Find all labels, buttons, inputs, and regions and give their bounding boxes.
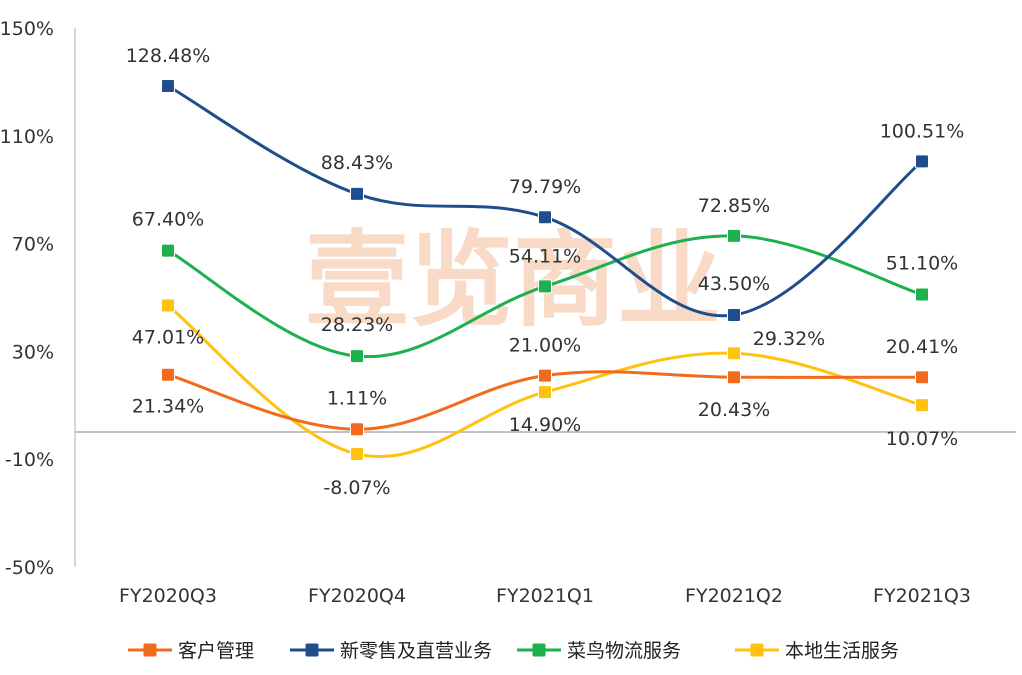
x-tick-label: FY2020Q4 <box>308 585 406 607</box>
series-marker <box>161 367 175 382</box>
series-marker <box>727 308 741 323</box>
legend-label: 客户管理 <box>178 640 254 662</box>
data-label: 79.79% <box>509 176 581 198</box>
data-label: 14.90% <box>509 414 581 436</box>
series-markers <box>161 78 929 461</box>
data-label: 54.11% <box>509 245 581 267</box>
data-label: 29.32% <box>753 328 825 350</box>
legend-label: 菜鸟物流服务 <box>567 640 681 662</box>
legend-marker <box>532 643 546 657</box>
x-tick-label: FY2021Q1 <box>496 585 594 607</box>
series-marker <box>538 279 552 294</box>
data-label: 21.00% <box>509 335 581 357</box>
series-marker <box>161 298 175 313</box>
data-label: 47.01% <box>132 327 204 349</box>
series-marker <box>538 368 552 383</box>
series-marker <box>350 186 364 201</box>
y-tick-label: -10% <box>5 449 54 471</box>
data-label: 21.34% <box>132 396 204 418</box>
series-marker <box>538 210 552 225</box>
series-marker <box>915 370 929 385</box>
data-label: 1.11% <box>327 387 387 409</box>
x-tick-label: FY2021Q2 <box>685 585 783 607</box>
series-marker <box>915 398 929 413</box>
y-tick-label: 110% <box>0 126 54 148</box>
data-label: 51.10% <box>886 253 958 275</box>
legend-label: 新零售及直营业务 <box>340 640 492 662</box>
y-tick-label: 70% <box>12 234 54 256</box>
x-tick-label: FY2020Q3 <box>119 585 217 607</box>
series-marker <box>538 385 552 400</box>
x-tick-label: FY2021Q3 <box>873 585 971 607</box>
data-label: 10.07% <box>886 428 958 450</box>
data-label: -8.07% <box>323 477 390 499</box>
legend-marker <box>750 643 764 657</box>
watermark: 壹览商业 <box>305 219 721 341</box>
data-label: 20.41% <box>886 336 958 358</box>
legend-marker <box>143 643 157 657</box>
series-marker <box>350 349 364 364</box>
series-marker <box>915 154 929 169</box>
data-label: 20.43% <box>698 399 770 421</box>
y-tick-label: 30% <box>12 341 54 363</box>
y-tick-label: 150% <box>0 18 54 40</box>
legend: 客户管理 新零售及直营业务 菜鸟物流服务 本地生活服务 <box>128 640 899 662</box>
series-marker <box>350 422 364 437</box>
series-marker <box>727 228 741 243</box>
series-marker <box>727 370 741 385</box>
data-label: 128.48% <box>126 45 211 67</box>
legend-label: 本地生活服务 <box>785 640 899 662</box>
data-label: 43.50% <box>698 273 770 295</box>
series-marker <box>161 243 175 258</box>
data-label: 67.40% <box>132 209 204 231</box>
data-label: 100.51% <box>880 120 965 142</box>
data-label: 72.85% <box>698 195 770 217</box>
y-tick-labels: 150% 110% 70% 30% -10% -50% <box>0 18 54 579</box>
series-marker <box>915 287 929 302</box>
x-tick-labels: FY2020Q3 FY2020Q4 FY2021Q1 FY2021Q2 FY2021Q3 <box>119 585 971 607</box>
data-label: 88.43% <box>321 152 393 174</box>
legend-marker <box>305 643 319 657</box>
series-marker <box>350 446 364 461</box>
series-marker <box>727 346 741 361</box>
data-label: 28.23% <box>321 314 393 336</box>
data-labels: 21.34% 1.11% 21.00% 20.43% 20.41% 128.48% 88.4… <box>126 45 965 499</box>
y-tick-label: -50% <box>5 557 54 579</box>
series-marker <box>161 78 175 93</box>
